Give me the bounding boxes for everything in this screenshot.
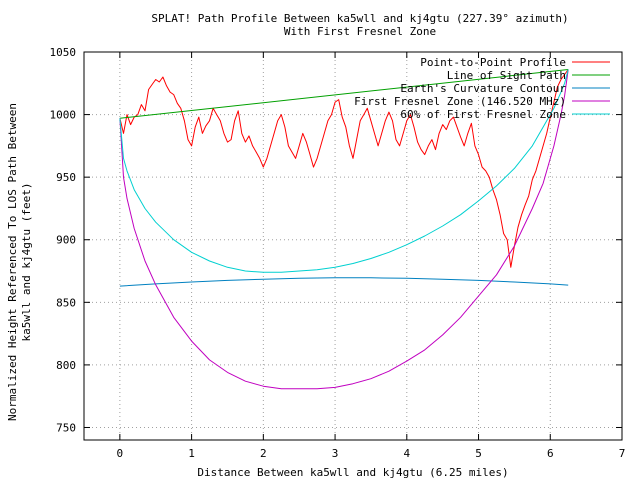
legend-label: Line of Sight Path bbox=[447, 69, 566, 82]
y-axis-label-line-2: ka5wll and kj4gtu (feet) bbox=[20, 183, 33, 342]
series-line-4 bbox=[119, 69, 569, 390]
series-group bbox=[119, 69, 569, 390]
y-tick-label: 950 bbox=[56, 171, 76, 184]
legend-label: 60% of First Fresnel Zone bbox=[400, 108, 566, 121]
y-tick-label: 1050 bbox=[50, 46, 77, 59]
x-tick-label: 5 bbox=[475, 447, 482, 460]
y-tick-label: 800 bbox=[56, 359, 76, 372]
y-tick-label: 900 bbox=[56, 234, 76, 247]
legend-label: First Fresnel Zone (146.520 MHz) bbox=[354, 95, 566, 108]
series-line-1 bbox=[119, 69, 569, 268]
legend-label: Point-to-Point Profile bbox=[420, 56, 566, 69]
y-tick-label: 850 bbox=[56, 296, 76, 309]
x-tick-label: 2 bbox=[260, 447, 267, 460]
x-tick-label: 3 bbox=[332, 447, 339, 460]
x-tick-label: 7 bbox=[619, 447, 626, 460]
y-axis-label-line-1: Normalized Height Referenced To LOS Path… bbox=[6, 103, 19, 421]
x-tick-label: 4 bbox=[403, 447, 410, 460]
axis-ticks: 0 1 2 3 4 5 6 7 750 800 850 900 950 1000 1050 bbox=[50, 46, 626, 460]
legend-label: Earth's Curvature Contour bbox=[400, 82, 566, 95]
series-line-5 bbox=[119, 69, 569, 273]
chart-subtitle: With First Fresnel Zone bbox=[284, 25, 436, 38]
y-tick-label: 750 bbox=[56, 421, 76, 434]
x-tick-label: 0 bbox=[117, 447, 124, 460]
plot-frame bbox=[83, 51, 623, 441]
y-tick-label: 1000 bbox=[50, 109, 77, 122]
series-line-2 bbox=[119, 69, 569, 119]
x-tick-label: 6 bbox=[547, 447, 554, 460]
chart-title: SPLAT! Path Profile Between ka5wll and k… bbox=[151, 12, 568, 25]
x-axis-label: Distance Between ka5wll and kj4gtu (6.25… bbox=[197, 466, 508, 479]
series-line-3 bbox=[119, 277, 569, 287]
x-tick-label: 1 bbox=[188, 447, 195, 460]
